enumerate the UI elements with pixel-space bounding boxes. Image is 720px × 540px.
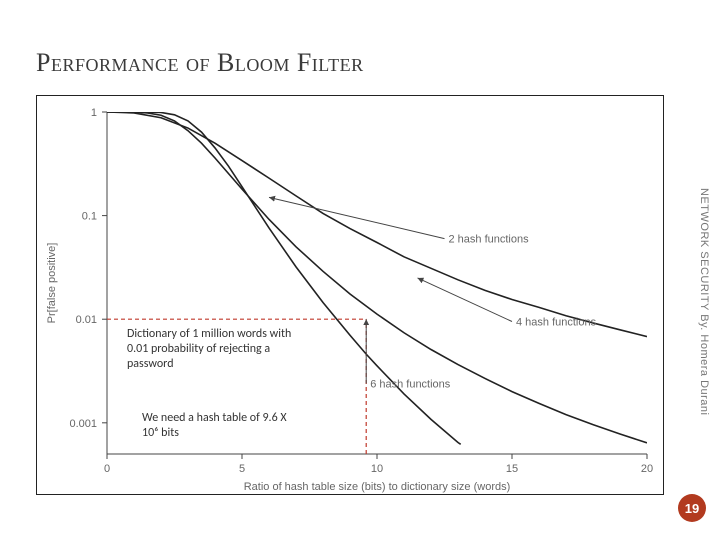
svg-text:6 hash functions: 6 hash functions [370, 378, 451, 390]
svg-text:0.1: 0.1 [82, 211, 97, 223]
page-number-text: 19 [685, 501, 699, 516]
svg-text:5: 5 [239, 463, 245, 475]
page-title: Performance of Bloom Filter [36, 48, 364, 78]
hashtable-annotation: We need a hash table of 9.6 X 10⁶ bits [142, 411, 302, 441]
svg-text:10: 10 [371, 463, 383, 475]
slide: Performance of Bloom Filter 0 5 10 15 20 1 0.1… [0, 0, 720, 540]
svg-text:Ratio of hash table size (bits: Ratio of hash table size (bits) to dicti… [244, 481, 511, 493]
svg-text:0: 0 [104, 463, 110, 475]
svg-text:1: 1 [91, 107, 97, 119]
dictionary-annotation: Dictionary of 1 million words with 0.01 … [127, 327, 307, 372]
svg-text:4 hash functions: 4 hash functions [516, 317, 597, 329]
svg-text:15: 15 [506, 463, 518, 475]
svg-text:0.001: 0.001 [69, 418, 97, 430]
side-credit-label: NETWORK SECURITY By. Homera Durani [698, 188, 710, 415]
svg-text:2 hash functions: 2 hash functions [449, 234, 530, 246]
svg-text:20: 20 [641, 463, 653, 475]
bloom-filter-chart: 0 5 10 15 20 1 0.1 0.01 0.001 Ratio of hash table… [37, 96, 665, 496]
svg-text:0.01: 0.01 [76, 314, 97, 326]
page-number-badge: 19 [678, 494, 706, 522]
svg-text:Pr[false positive]: Pr[false positive] [46, 243, 58, 324]
chart-container: 0 5 10 15 20 1 0.1 0.01 0.001 Ratio of hash table… [36, 95, 664, 495]
